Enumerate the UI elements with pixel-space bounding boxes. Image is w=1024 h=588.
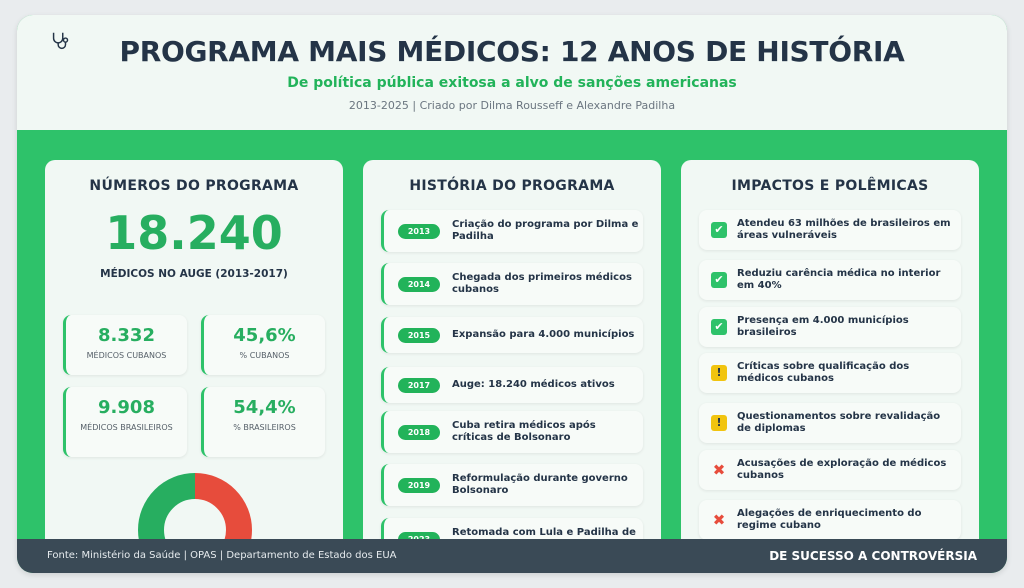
stat-value: 9.908	[98, 397, 155, 418]
cross-icon: ✖	[712, 461, 726, 479]
impact-item: ✔ Presença em 4.000 municípios brasileiro…	[699, 307, 961, 347]
page-title: PROGRAMA MAIS MÉDICOS: 12 ANOS DE HISTÓR…	[119, 35, 905, 68]
timeline-year-badge: 2019	[398, 478, 440, 493]
impact-item: ! Críticas sobre qualificação dos médicos…	[699, 353, 961, 393]
footer-source: Fonte: Ministério da Saúde | OPAS | Depa…	[47, 550, 397, 561]
impact-text: Presença em 4.000 municípios brasileiros	[737, 315, 909, 338]
check-icon: ✔	[711, 272, 727, 288]
timeline-text: Reformulação durante governo Bolsonaro	[452, 473, 628, 496]
header: PROGRAMA MAIS MÉDICOS: 12 ANOS DE HISTÓR…	[17, 15, 1007, 130]
stat-pct-brasileiros: 54,4% % BRASILEIROS	[201, 387, 325, 457]
history-panel-title: HISTÓRIA DO PROGRAMA	[409, 178, 615, 194]
warning-icon: !	[711, 365, 727, 381]
page-subtitle: De política pública exitosa a alvo de sa…	[287, 75, 737, 91]
impact-text: Reduziu carência médica no interior em 4…	[737, 268, 941, 291]
impact-item: ✔ Atendeu 63 milhões de brasileiros em ár…	[699, 210, 961, 250]
impacts-panel: IMPACTOS E POLÊMICAS ✔ Atendeu 63 milhões…	[681, 160, 979, 570]
stat-label: % BRASILEIROS	[233, 423, 296, 432]
big-number: 18.240	[105, 206, 283, 260]
impact-text: Acusações de exploração de médicos cuban…	[737, 458, 947, 481]
donut-slice-brasileiros	[138, 473, 252, 570]
impact-item: ! Questionamentos sobre revalidação de di…	[699, 403, 961, 443]
page-meta: 2013-2025 | Criado por Dilma Rousseff e …	[348, 99, 676, 112]
timeline-item: 2015 Expansão para 4.000 municípios	[381, 317, 643, 353]
history-panel: HISTÓRIA DO PROGRAMA 2013 Criação do prog…	[363, 160, 661, 570]
numbers-panel-title: NÚMEROS DO PROGRAMA	[89, 178, 299, 194]
stat-medicos-brasileiros: 9.908 MÉDICOS BRASILEIROS	[63, 387, 187, 457]
impact-item: ✖ Acusações de exploração de médicos cuba…	[699, 450, 961, 490]
timeline-item: 2019 Reformulação durante governo Bolsona…	[381, 464, 643, 506]
timeline-item: 2018 Cuba retira médicos após críticas de…	[381, 411, 643, 453]
donut-chart	[138, 473, 252, 570]
infographic-card: PROGRAMA MAIS MÉDICOS: 12 ANOS DE HISTÓR…	[17, 15, 1007, 573]
timeline-year-badge: 2017	[398, 378, 440, 393]
check-icon: ✔	[711, 222, 727, 238]
stat-value: 45,6%	[233, 325, 296, 346]
stat-pct-cubanos: 45,6% % CUBANOS	[201, 315, 325, 375]
stat-value: 8.332	[98, 325, 155, 346]
stat-label: % CUBANOS	[239, 351, 290, 360]
timeline-year-badge: 2018	[398, 425, 440, 440]
footer: Fonte: Ministério da Saúde | OPAS | Depa…	[17, 539, 1007, 573]
timeline-text: Cuba retira médicos após críticas de Bol…	[452, 420, 596, 443]
timeline-item: 2014 Chegada dos primeiros médicos cubano…	[381, 263, 643, 305]
footer-tagline: DE SUCESSO A CONTROVÉRSIA	[769, 549, 977, 563]
stat-label: MÉDICOS BRASILEIROS	[80, 423, 173, 432]
timeline-year-badge: 2014	[398, 277, 440, 292]
cross-icon: ✖	[712, 511, 726, 529]
impact-text: Atendeu 63 milhões de brasileiros em áre…	[737, 218, 951, 241]
stethoscope-icon	[52, 32, 69, 50]
stat-value: 54,4%	[233, 397, 296, 418]
warning-icon: !	[711, 415, 727, 431]
timeline-item: 2013 Criação do programa por Dilma e Padi…	[381, 210, 643, 252]
timeline-text: Criação do programa por Dilma e Padilha	[452, 219, 639, 242]
big-number-label: MÉDICOS NO AUGE (2013-2017)	[100, 268, 288, 280]
stat-label: MÉDICOS CUBANOS	[86, 351, 167, 360]
impact-text: Alegações de enriquecimento do regime cu…	[737, 508, 922, 531]
impact-text: Questionamentos sobre revalidação de dip…	[737, 411, 941, 434]
check-icon: ✔	[711, 319, 727, 335]
stat-medicos-cubanos: 8.332 MÉDICOS CUBANOS	[63, 315, 187, 375]
impact-item: ✖ Alegações de enriquecimento do regime c…	[699, 500, 961, 540]
impacts-panel-title: IMPACTOS E POLÊMICAS	[731, 178, 929, 194]
numbers-panel: NÚMEROS DO PROGRAMA 18.240 MÉDICOS NO AU…	[45, 160, 343, 570]
timeline-year-badge: 2013	[398, 224, 440, 239]
impact-item: ✔ Reduziu carência médica no interior em …	[699, 260, 961, 300]
timeline-text: Auge: 18.240 médicos ativos	[452, 379, 615, 390]
timeline-text: Chegada dos primeiros médicos cubanos	[452, 272, 632, 295]
timeline-text: Expansão para 4.000 municípios	[452, 329, 635, 340]
timeline-year-badge: 2015	[398, 328, 440, 343]
impact-text: Críticas sobre qualificação dos médicos …	[737, 361, 910, 384]
timeline-item: 2017 Auge: 18.240 médicos ativos	[381, 367, 643, 403]
